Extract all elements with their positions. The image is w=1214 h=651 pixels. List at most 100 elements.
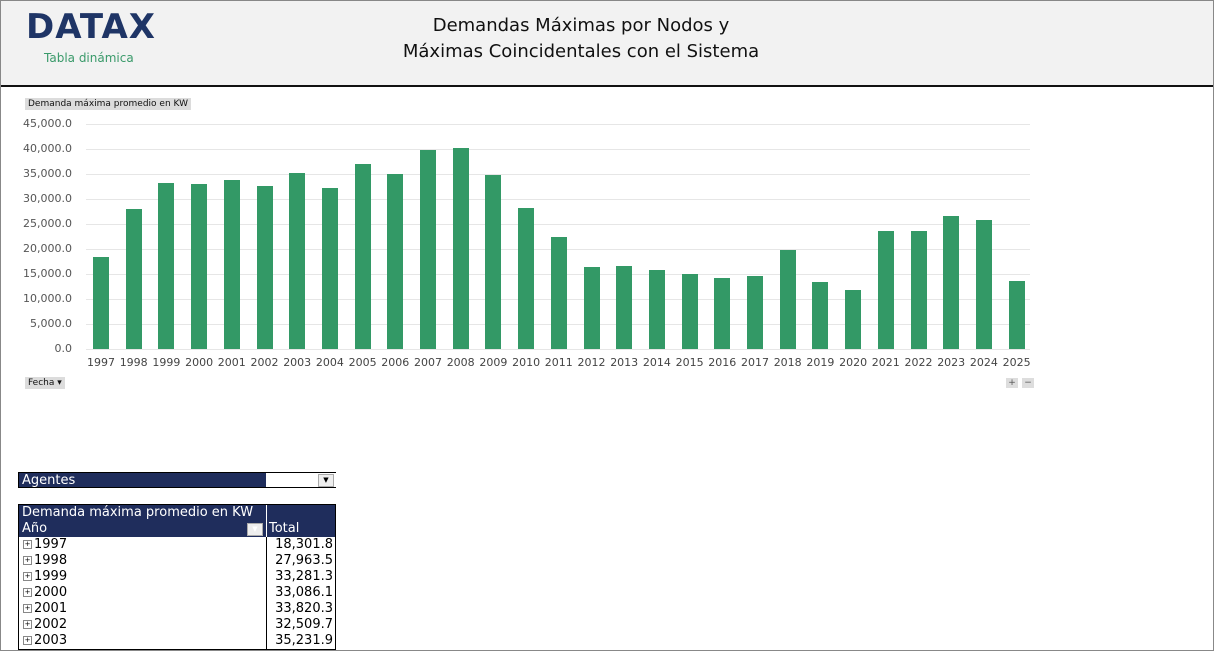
bar-2012[interactable] [583, 267, 600, 349]
table-row: +1998 27,963.5 [19, 553, 335, 569]
x-tick-label: 2019 [806, 356, 835, 369]
bar-2001[interactable] [223, 179, 240, 349]
bar-2010[interactable] [518, 208, 535, 349]
value-field-button[interactable]: Demanda máxima promedio en KW [25, 98, 191, 110]
filter-select[interactable]: All ▼ [266, 473, 336, 487]
bar-2009[interactable] [485, 175, 502, 349]
bar-1998[interactable] [125, 209, 142, 349]
page-title: Demandas Máximas por Nodos y Máximas Coin… [331, 13, 831, 65]
expand-icon[interactable]: + [23, 636, 32, 645]
x-tick-label: 2016 [708, 356, 737, 369]
x-tick-label: 2005 [348, 356, 377, 369]
table-row: +1999 33,281.3 [19, 569, 335, 585]
expand-icon[interactable]: + [23, 588, 32, 597]
logo-subtitle: Tabla dinámica [44, 51, 134, 65]
x-tick-label: 2006 [381, 356, 410, 369]
bar-2016[interactable] [714, 278, 731, 349]
row-total: 35,231.9 [266, 633, 333, 649]
row-total: 33,820.3 [266, 601, 333, 617]
bar-2013[interactable] [616, 266, 633, 349]
bar-2019[interactable] [812, 282, 829, 349]
gridline [86, 224, 1030, 225]
bar-2018[interactable] [779, 250, 796, 349]
x-tick-label: 2004 [315, 356, 344, 369]
y-tick-label: 45,000.0 [23, 117, 72, 130]
row-year[interactable]: +1999 [23, 569, 67, 585]
year-label: 1997 [34, 537, 68, 552]
bar-2006[interactable] [387, 174, 404, 349]
row-year[interactable]: +1997 [23, 537, 67, 553]
dropdown-arrow-icon[interactable]: ▼ [318, 474, 334, 487]
x-tick-label: 1998 [119, 356, 148, 369]
y-tick-label: 10,000.0 [23, 292, 72, 305]
bar-2020[interactable] [845, 290, 862, 349]
row-filter-dropdown-icon[interactable]: ▼ [247, 523, 263, 536]
x-tick-label: 2013 [610, 356, 639, 369]
bar-2022[interactable] [910, 231, 927, 349]
bar-2003[interactable] [289, 172, 306, 349]
x-tick-label: 2020 [839, 356, 868, 369]
title-line-1: Demandas Máximas por Nodos y [432, 15, 730, 36]
x-tick-label: 2015 [675, 356, 704, 369]
axis-field-button[interactable]: Fecha ▾ [25, 377, 65, 389]
row-total: 27,963.5 [266, 553, 333, 569]
expand-icon[interactable]: + [23, 604, 32, 613]
x-tick-label: 2007 [414, 356, 442, 369]
bar-2021[interactable] [877, 231, 894, 349]
row-year[interactable]: +1998 [23, 553, 67, 569]
table-row: +2003 35,231.9 [19, 633, 335, 649]
bar-2000[interactable] [191, 183, 208, 349]
x-tick-label: 2003 [283, 356, 312, 369]
bar-1999[interactable] [158, 182, 175, 349]
x-tick-label: 2024 [969, 356, 998, 369]
bar-2015[interactable] [681, 274, 698, 349]
table-row: +1997 18,301.8 [19, 537, 335, 553]
bar-2002[interactable] [256, 186, 273, 349]
bar-2024[interactable] [975, 220, 992, 349]
year-label: 2001 [34, 601, 68, 616]
expand-icon[interactable]: + [23, 620, 32, 629]
x-tick-label: 1999 [152, 356, 181, 369]
x-tick-label: 2023 [937, 356, 966, 369]
bar-2023[interactable] [943, 216, 960, 349]
y-tick-label: 20,000.0 [23, 242, 72, 255]
collapse-button[interactable]: − [1022, 378, 1034, 388]
bar-2004[interactable] [321, 187, 338, 349]
expand-icon[interactable]: + [23, 556, 32, 565]
x-tick-label: 2025 [1002, 356, 1031, 369]
pivot-table: Demanda máxima promedio en KW Año ▼ Tota… [18, 504, 336, 650]
row-year[interactable]: +2001 [23, 601, 67, 617]
gridline [86, 124, 1030, 125]
bar-1997[interactable] [93, 257, 109, 349]
bar-2025[interactable] [1008, 281, 1025, 349]
bar-2005[interactable] [354, 164, 371, 349]
table-title: Demanda máxima promedio en KW [22, 505, 254, 520]
x-tick-label: 2021 [871, 356, 900, 369]
expand-icon[interactable]: + [23, 572, 32, 581]
bar-2008[interactable] [452, 148, 469, 349]
bar-2011[interactable] [550, 237, 567, 349]
row-year[interactable]: +2000 [23, 585, 67, 601]
col-header: Total [269, 521, 300, 536]
title-line-2: Máximas Coincidentales con el Sistema [402, 41, 760, 62]
row-year[interactable]: +2003 [23, 633, 67, 649]
x-tick-label: 1997 [87, 356, 115, 369]
row-year[interactable]: +2002 [23, 617, 67, 633]
x-tick-label: 2017 [741, 356, 769, 369]
expand-icon[interactable]: + [23, 540, 32, 549]
x-tick-label: 2018 [773, 356, 802, 369]
year-label: 2003 [34, 633, 68, 648]
bar-2007[interactable] [420, 150, 436, 349]
row-total: 33,281.3 [266, 569, 333, 585]
bar-2017[interactable] [747, 276, 763, 349]
expand-button[interactable]: + [1006, 378, 1018, 388]
agentes-filter: Agentes All ▼ [18, 472, 336, 488]
table-row: +2000 33,086.1 [19, 585, 335, 601]
x-tick-label: 2009 [479, 356, 508, 369]
bar-2014[interactable] [648, 270, 665, 349]
year-label: 2000 [34, 585, 68, 600]
x-tick-label: 2001 [217, 356, 246, 369]
row-total: 33,086.1 [266, 585, 333, 601]
table-row: +2001 33,820.3 [19, 601, 335, 617]
row-total: 32,509.7 [266, 617, 333, 633]
